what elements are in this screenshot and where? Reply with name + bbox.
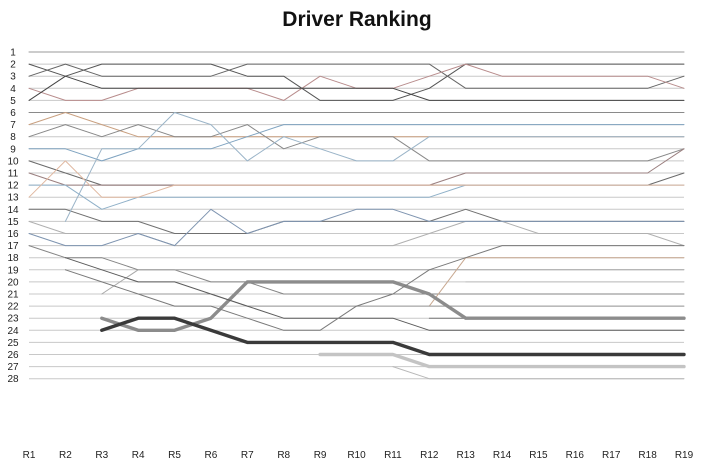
- series-line: [28, 124, 685, 162]
- y-tick-label: 12: [7, 181, 19, 192]
- y-tick-label: 19: [7, 265, 19, 276]
- y-tick-label: 9: [10, 144, 16, 155]
- series-line: [100, 280, 686, 332]
- x-tick-label: R6: [205, 450, 218, 461]
- y-tick-label: 1: [10, 48, 16, 59]
- y-tick-label: 17: [7, 241, 19, 252]
- series-line: [318, 352, 686, 369]
- y-tick-label: 13: [7, 193, 19, 204]
- x-tick-label: R15: [529, 450, 548, 461]
- y-tick-label: 7: [10, 120, 16, 131]
- x-tick-label: R5: [168, 450, 181, 461]
- y-tick-label: 5: [10, 96, 16, 107]
- x-tick-label: R3: [95, 450, 108, 461]
- x-tick-label: R2: [59, 450, 72, 461]
- series-line: [428, 257, 685, 307]
- y-tick-label: 11: [8, 169, 19, 180]
- series-line: [64, 245, 685, 331]
- y-tick-label: 24: [7, 326, 19, 337]
- y-tick-label: 10: [7, 156, 19, 167]
- y-tick-label: 18: [7, 253, 19, 264]
- y-tick-label: 2: [10, 60, 16, 71]
- x-tick-label: R18: [638, 450, 657, 461]
- series-line: [101, 269, 685, 295]
- y-tick-label: 22: [7, 302, 19, 313]
- series-lines: [28, 51, 686, 380]
- gridlines: [29, 51, 684, 380]
- series-line: [28, 208, 685, 247]
- x-tick-label: R19: [675, 450, 694, 461]
- x-tick-label: R10: [347, 450, 366, 461]
- series-line: [28, 63, 685, 101]
- x-tick-label: R8: [277, 450, 290, 461]
- y-tick-label: 25: [7, 338, 19, 349]
- series-line: [137, 293, 685, 307]
- series-line: [28, 63, 685, 101]
- x-tick-label: R14: [493, 450, 512, 461]
- y-tick-label: 28: [7, 374, 19, 385]
- y-tick-label: 8: [10, 132, 16, 143]
- y-axis-ticks: 1234567891011121314151617181920212223242…: [7, 48, 19, 386]
- y-tick-label: 4: [10, 84, 16, 95]
- x-tick-label: R17: [602, 450, 621, 461]
- x-axis-ticks: R1 R2 R3 R4 R5 R6 R7 R8 R9 R10 R11 R12 R13 R14 R15 R16 R…: [23, 450, 694, 461]
- y-tick-label: 26: [7, 350, 19, 361]
- y-tick-label: 3: [10, 72, 16, 83]
- x-tick-label: R4: [132, 450, 145, 461]
- series-line: [28, 160, 685, 198]
- series-line: [64, 112, 685, 222]
- x-tick-label: R16: [566, 450, 585, 461]
- y-tick-label: 15: [7, 217, 19, 228]
- y-tick-label: 16: [7, 229, 19, 240]
- y-tick-label: 27: [7, 362, 19, 373]
- x-tick-label: R9: [314, 450, 327, 461]
- series-line: [392, 366, 685, 380]
- x-tick-label: R13: [456, 450, 475, 461]
- series-line: [28, 148, 685, 186]
- y-tick-label: 6: [10, 108, 16, 119]
- x-tick-label: R11: [384, 450, 402, 461]
- y-tick-label: 20: [7, 277, 19, 288]
- chart-title: Driver Ranking: [282, 8, 431, 31]
- x-tick-label: R1: [23, 450, 36, 461]
- series-line: [28, 124, 685, 162]
- y-tick-label: 21: [7, 290, 19, 301]
- y-tick-label: 14: [7, 205, 19, 216]
- series-line: [100, 316, 686, 357]
- x-tick-label: R12: [420, 450, 439, 461]
- series-line: [28, 63, 685, 89]
- x-tick-label: R7: [241, 450, 254, 461]
- series-line: [64, 257, 685, 331]
- series-line: [28, 75, 685, 101]
- y-tick-label: 23: [7, 314, 19, 325]
